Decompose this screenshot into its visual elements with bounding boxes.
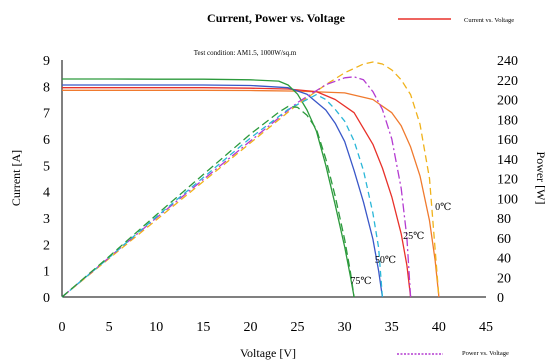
y-right-tick-label: 40 bbox=[497, 252, 511, 267]
y-right-tick-label: 80 bbox=[497, 212, 511, 227]
y-left-tick-label: 7 bbox=[43, 107, 50, 122]
y-right-tick-label: 120 bbox=[497, 173, 518, 188]
x-axis-label: Voltage [V] bbox=[240, 346, 296, 360]
x-tick-label: 35 bbox=[385, 320, 399, 335]
current-curve bbox=[62, 87, 412, 298]
x-axis-ticks: 0 5 10 15 20 25 30 35 40 45 bbox=[59, 320, 494, 335]
y-axis-left-ticks: 0 1 2 3 4 5 6 7 8 9 bbox=[43, 54, 50, 306]
y-left-tick-label: 2 bbox=[43, 238, 50, 253]
y-right-tick-label: 100 bbox=[497, 192, 518, 207]
x-tick-label: 30 bbox=[338, 320, 352, 335]
series-layer bbox=[61, 61, 440, 298]
legend-current-label: Current vs. Voltage bbox=[464, 17, 514, 24]
current-curve bbox=[62, 84, 384, 298]
power-curve bbox=[61, 105, 355, 298]
temperature-labels: 0℃ 25℃ 50℃ 75℃ bbox=[350, 202, 451, 287]
y-right-tick-label: 200 bbox=[497, 94, 518, 109]
x-tick-label: 15 bbox=[196, 320, 210, 335]
y-left-tick-label: 6 bbox=[43, 133, 50, 148]
test-condition-annotation: Test condition: AM1.5, 1000W/sq.m bbox=[194, 49, 297, 57]
y-right-tick-label: 220 bbox=[497, 74, 518, 89]
temperature-label: 25℃ bbox=[403, 231, 424, 242]
y-left-tick-label: 1 bbox=[43, 265, 50, 280]
y-right-tick-label: 0 bbox=[497, 291, 504, 306]
y-left-tick-label: 0 bbox=[43, 291, 50, 306]
y-right-tick-label: 60 bbox=[497, 232, 511, 247]
x-tick-label: 45 bbox=[479, 320, 493, 335]
current-curve bbox=[62, 78, 355, 298]
x-tick-label: 10 bbox=[149, 320, 163, 335]
x-tick-label: 0 bbox=[59, 320, 66, 335]
y-right-tick-label: 240 bbox=[497, 54, 518, 69]
y-left-tick-label: 8 bbox=[43, 80, 50, 95]
current-curve bbox=[62, 89, 440, 298]
temperature-label: 50℃ bbox=[375, 255, 396, 266]
y-right-tick-label: 160 bbox=[497, 133, 518, 148]
y-axis-right-ticks: 0 20 40 60 80 100 120 140 160 180 200 220 240 bbox=[497, 54, 518, 306]
y-left-tick-label: 4 bbox=[43, 186, 50, 201]
y-right-tick-label: 140 bbox=[497, 153, 518, 168]
temperature-label: 75℃ bbox=[350, 276, 371, 287]
y-axis-left-label: Current [A] bbox=[9, 150, 23, 206]
power-curve bbox=[61, 93, 384, 298]
x-tick-label: 25 bbox=[291, 320, 305, 335]
y-right-tick-label: 180 bbox=[497, 113, 518, 128]
x-tick-label: 40 bbox=[432, 320, 446, 335]
y-left-tick-label: 5 bbox=[43, 159, 50, 174]
legend-power-label: Power vs. Voltage bbox=[462, 350, 509, 357]
y-left-tick-label: 3 bbox=[43, 212, 50, 227]
x-tick-label: 20 bbox=[243, 320, 257, 335]
chart-title: Current, Power vs. Voltage bbox=[207, 11, 346, 25]
temperature-label: 0℃ bbox=[435, 202, 451, 213]
y-right-tick-label: 20 bbox=[497, 271, 511, 286]
power-curve bbox=[61, 61, 440, 298]
power-curve bbox=[61, 76, 412, 298]
x-tick-label: 5 bbox=[106, 320, 113, 335]
y-axis-right-label: Power [W] bbox=[534, 152, 548, 205]
y-left-tick-label: 9 bbox=[43, 54, 50, 69]
